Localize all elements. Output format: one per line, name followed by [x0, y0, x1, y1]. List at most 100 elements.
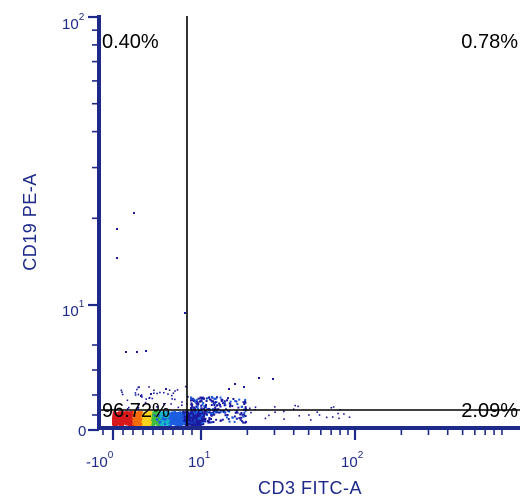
event-dot: [158, 421, 161, 424]
event-dot: [126, 399, 129, 402]
event-dot: [219, 405, 222, 408]
event-dot: [196, 401, 199, 404]
event-dot: [243, 403, 246, 405]
event-dot: [242, 415, 245, 418]
event-dot: [126, 416, 129, 419]
event-dot: [283, 410, 285, 413]
event-dot: [175, 419, 178, 423]
event-dot: [192, 406, 195, 409]
event-dot: [176, 421, 180, 424]
event-dot: [177, 416, 180, 420]
event-dot: [184, 385, 187, 388]
event-dot: [155, 413, 159, 416]
event-dot: [205, 406, 207, 408]
event-dot: [161, 412, 164, 415]
event-dot: [115, 416, 118, 419]
event-dot: [201, 403, 204, 406]
event-dot: [123, 415, 126, 418]
event-dot: [126, 419, 130, 422]
event-dot: [132, 419, 135, 422]
event-dot: [168, 389, 171, 391]
event-dot: [135, 416, 138, 419]
event-dot: [209, 412, 212, 415]
event-dot: [121, 393, 124, 396]
event-dot: [147, 422, 151, 425]
event-dot: [145, 418, 148, 422]
event-dot: [119, 423, 123, 426]
event-dot: [119, 412, 123, 416]
event-dot: [229, 403, 232, 406]
event-dot: [274, 406, 276, 408]
event-dot: [138, 414, 141, 417]
event-dot: [332, 406, 335, 408]
event-dot: [120, 414, 123, 417]
event-dot: [145, 398, 147, 400]
event-dot: [196, 414, 200, 417]
event-dot: [165, 421, 169, 424]
event-dot: [210, 404, 213, 406]
event-dot: [137, 403, 140, 406]
event-dot: [172, 392, 175, 394]
event-dot: [218, 411, 221, 414]
event-dot: [186, 413, 190, 417]
event-dot: [155, 415, 159, 418]
event-dot: [241, 413, 244, 416]
event-dot: [167, 393, 169, 395]
event-dot: [190, 422, 193, 425]
event-dot: [234, 400, 237, 402]
event-dot: [208, 396, 211, 399]
event-dot: [211, 396, 213, 398]
event-dot: [160, 424, 164, 427]
event-dot: [201, 396, 204, 399]
event-dot: [236, 403, 239, 405]
event-dot: [213, 407, 216, 410]
event-dot: [219, 410, 222, 413]
event-dot: [203, 415, 205, 418]
event-dot: [209, 421, 212, 424]
event-dot: [165, 420, 168, 423]
event-dot: [244, 406, 247, 409]
x-tick-label-neg-10-0: -100: [86, 450, 114, 471]
event-dot: [138, 411, 141, 414]
event-dot: [182, 411, 185, 414]
event-dot: [243, 413, 245, 416]
event-dot: [207, 421, 210, 424]
event-dot: [272, 378, 274, 380]
event-dot: [212, 413, 215, 416]
event-dot: [152, 411, 155, 414]
event-dot: [213, 397, 216, 400]
event-dot: [115, 419, 118, 422]
event-dot: [195, 400, 198, 402]
event-dot: [150, 413, 153, 416]
event-dot: [203, 397, 205, 400]
event-dot: [203, 406, 206, 409]
event-dot: [274, 411, 276, 413]
event-dot: [244, 415, 247, 418]
event-dot: [129, 421, 132, 424]
event-dot: [180, 420, 183, 424]
event-dot: [199, 396, 202, 399]
event-dot: [153, 392, 155, 394]
event-dot: [157, 411, 161, 415]
event-dot: [183, 419, 186, 422]
event-dot: [162, 411, 165, 414]
event-dot: [179, 415, 182, 419]
x-tick-label-10-1: 101: [188, 450, 211, 471]
event-dot: [239, 413, 242, 416]
event-dot: [126, 413, 130, 417]
event-dot: [199, 423, 202, 426]
event-dot: [181, 401, 183, 403]
event-dot: [198, 416, 201, 419]
event-dot: [125, 351, 127, 353]
event-dot: [203, 419, 206, 422]
event-dot: [325, 416, 328, 419]
event-dot: [212, 421, 215, 423]
event-dot: [143, 423, 147, 426]
event-dot: [154, 411, 157, 414]
event-dot: [147, 415, 150, 418]
event-dot: [175, 422, 178, 425]
y-tick-label-10-1: 101: [62, 299, 85, 320]
event-dot: [136, 423, 139, 426]
event-dot: [179, 418, 182, 421]
event-dot: [150, 416, 153, 419]
